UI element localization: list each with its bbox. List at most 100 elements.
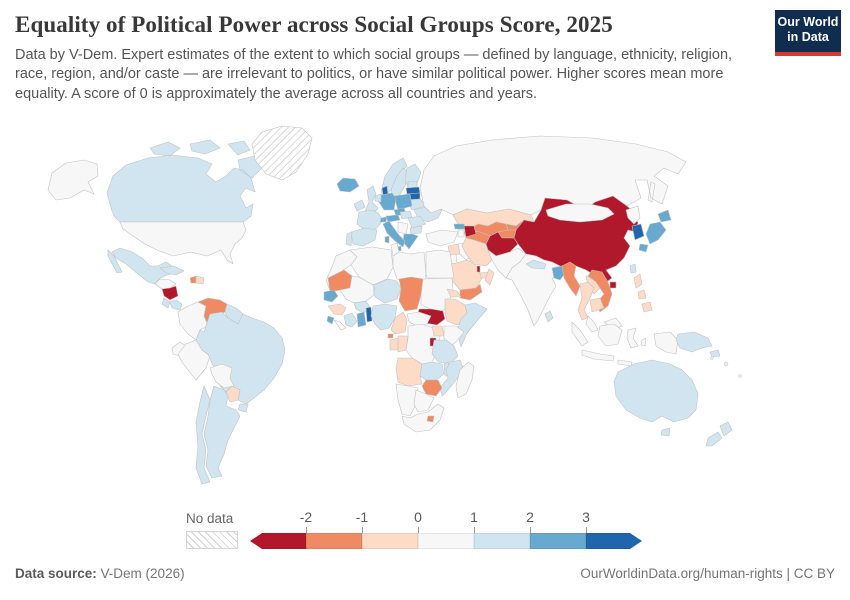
country-haiti[interactable]	[189, 275, 197, 284]
legend-no-data[interactable]: No data	[186, 511, 238, 549]
country-nigeria[interactable]	[370, 303, 398, 331]
country-zambia[interactable]	[419, 361, 445, 381]
country-canada[interactable]	[106, 139, 263, 223]
country-sri-lanka[interactable]	[544, 310, 554, 323]
country-georgia[interactable]	[453, 223, 466, 230]
country-chad[interactable]	[398, 276, 424, 312]
country-portugal[interactable]	[345, 231, 353, 247]
country-uganda[interactable]	[431, 325, 445, 337]
country-somalia[interactable]	[456, 302, 488, 348]
country-ireland[interactable]	[353, 199, 366, 212]
country-new-zealand[interactable]	[705, 421, 733, 447]
country-serbia[interactable]	[397, 221, 409, 235]
country-bolivia[interactable]	[209, 363, 235, 389]
country-germany[interactable]	[378, 192, 397, 211]
country-senegal[interactable]	[323, 289, 339, 303]
country-vietnam[interactable]	[587, 269, 613, 313]
country-gabon[interactable]	[389, 337, 399, 351]
country-equatorial-guinea[interactable]	[387, 333, 394, 339]
country-sierra-leone[interactable]	[326, 315, 335, 325]
country-cameroon[interactable]	[390, 311, 408, 335]
country-estonia[interactable]	[407, 180, 418, 189]
country-iran[interactable]	[461, 237, 493, 267]
country-spain[interactable]	[350, 227, 378, 247]
country-united-kingdom[interactable]	[364, 185, 379, 215]
country-argentina[interactable]	[203, 385, 241, 479]
legend-segment[interactable]	[250, 533, 306, 549]
country-nicaragua[interactable]	[161, 285, 179, 301]
country-indonesia[interactable]	[571, 321, 679, 367]
country-namibia[interactable]	[395, 383, 419, 417]
country-ghana[interactable]	[356, 311, 367, 328]
country-dominican-republic[interactable]	[195, 275, 205, 285]
country-romania[interactable]	[407, 215, 427, 229]
country-benin[interactable]	[365, 306, 373, 323]
legend-segment[interactable]	[418, 533, 474, 549]
country-thailand[interactable]	[577, 281, 595, 321]
owid-logo[interactable]: Our World in Data	[775, 10, 841, 56]
country-costa-rica[interactable]	[161, 297, 171, 309]
country-australia[interactable]	[613, 359, 699, 437]
country-zimbabwe[interactable]	[421, 379, 443, 397]
legend-tick-labels: -2 -1 0 1 2 3	[250, 509, 642, 527]
country-mexico[interactable]	[107, 247, 173, 285]
country-nepal[interactable]	[525, 259, 547, 270]
footer-link[interactable]: OurWorldinData.org/human-rights | CC BY	[580, 566, 835, 581]
country-panama[interactable]	[169, 299, 183, 311]
country-mali[interactable]	[339, 275, 375, 304]
legend-segment[interactable]	[306, 533, 362, 549]
country-philippines[interactable]	[633, 273, 653, 313]
country-azerbaijan[interactable]	[463, 225, 477, 238]
no-data-swatch[interactable]	[186, 531, 238, 549]
country-taiwan[interactable]	[629, 263, 637, 274]
country-greece[interactable]	[402, 233, 419, 250]
country-guinea[interactable]	[327, 303, 347, 316]
country-mozambique[interactable]	[439, 359, 465, 397]
country-egypt[interactable]	[425, 249, 455, 279]
country-japan[interactable]	[638, 209, 672, 253]
country-central-african-republic[interactable]	[406, 311, 432, 327]
country-netherlands[interactable]	[374, 193, 382, 203]
country-switzerland[interactable]	[379, 216, 388, 223]
country-mongolia[interactable]	[545, 203, 615, 223]
country-iceland[interactable]	[336, 177, 360, 193]
country-botswana[interactable]	[413, 389, 435, 413]
country-papua-new-guinea[interactable]	[675, 331, 721, 358]
country-oman[interactable]	[484, 268, 495, 286]
country-north-korea[interactable]	[625, 205, 641, 225]
country-qatar[interactable]	[476, 265, 481, 273]
country-bulgaria[interactable]	[409, 225, 423, 235]
country-cuba[interactable]	[159, 265, 185, 276]
country-algeria[interactable]	[349, 246, 394, 286]
country-india[interactable]	[505, 253, 567, 327]
country-uruguay[interactable]	[237, 403, 249, 413]
country-ivory-coast[interactable]	[343, 312, 358, 328]
country-hungary[interactable]	[399, 210, 413, 220]
country-south-africa[interactable]	[401, 403, 445, 433]
legend-segment[interactable]	[362, 533, 418, 549]
country-south-korea[interactable]	[631, 223, 645, 241]
country-niger[interactable]	[373, 278, 402, 304]
country-united-states[interactable]	[47, 159, 247, 265]
country-poland[interactable]	[393, 193, 413, 211]
country-myanmar[interactable]	[561, 261, 581, 297]
country-greenland[interactable]	[251, 125, 313, 181]
country-armenia[interactable]	[457, 229, 465, 238]
country-austria[interactable]	[385, 214, 401, 223]
country-france[interactable]	[356, 209, 384, 233]
legend-segment[interactable]	[586, 533, 642, 549]
country-eritrea[interactable]	[446, 288, 462, 298]
country-angola[interactable]	[395, 357, 423, 387]
legend-segment[interactable]	[474, 533, 530, 549]
country-brazil[interactable]	[195, 311, 286, 405]
country-liberia[interactable]	[333, 319, 347, 331]
country-cambodia[interactable]	[589, 297, 605, 313]
country-chile[interactable]	[195, 385, 211, 485]
country-turkey[interactable]	[425, 229, 459, 247]
country-lesotho[interactable]	[426, 415, 435, 423]
country-madagascar[interactable]	[455, 361, 475, 399]
country-tanzania[interactable]	[431, 339, 459, 365]
country-paraguay[interactable]	[225, 385, 241, 403]
country-yemen[interactable]	[459, 283, 483, 301]
legend-segment[interactable]	[530, 533, 586, 549]
